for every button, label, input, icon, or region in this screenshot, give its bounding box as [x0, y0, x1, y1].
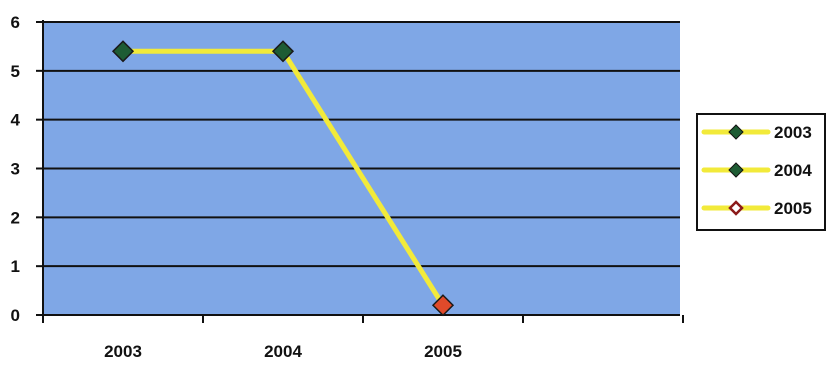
y-tick-label: 1: [11, 257, 20, 276]
legend-label: 2004: [774, 161, 812, 180]
data-point: [111, 40, 135, 63]
y-tick-label: 4: [11, 111, 21, 130]
data-point: [431, 294, 455, 317]
axes: 0 1 2 3 4 5 6 2003 2004 2005: [11, 13, 684, 361]
x-tick-label: 2003: [104, 342, 142, 361]
series-layer: [111, 40, 455, 317]
y-tick-label: 6: [11, 13, 20, 32]
legend-marker: [728, 124, 744, 140]
plot-area: [43, 21, 680, 315]
legend-label: 2003: [774, 123, 812, 142]
x-tick-label: 2004: [264, 342, 302, 361]
data-point: [271, 40, 295, 63]
legend-marker: [728, 162, 744, 178]
y-tick-label: 3: [11, 160, 20, 179]
x-tick-label: 2005: [424, 342, 462, 361]
legend-label: 2005: [774, 199, 812, 218]
legend-marker: [728, 200, 744, 216]
legend: 2003 2004 2005: [696, 113, 826, 231]
y-tick-label: 0: [11, 306, 20, 325]
y-tick-label: 5: [11, 62, 20, 81]
y-tick-label: 2: [11, 208, 20, 227]
